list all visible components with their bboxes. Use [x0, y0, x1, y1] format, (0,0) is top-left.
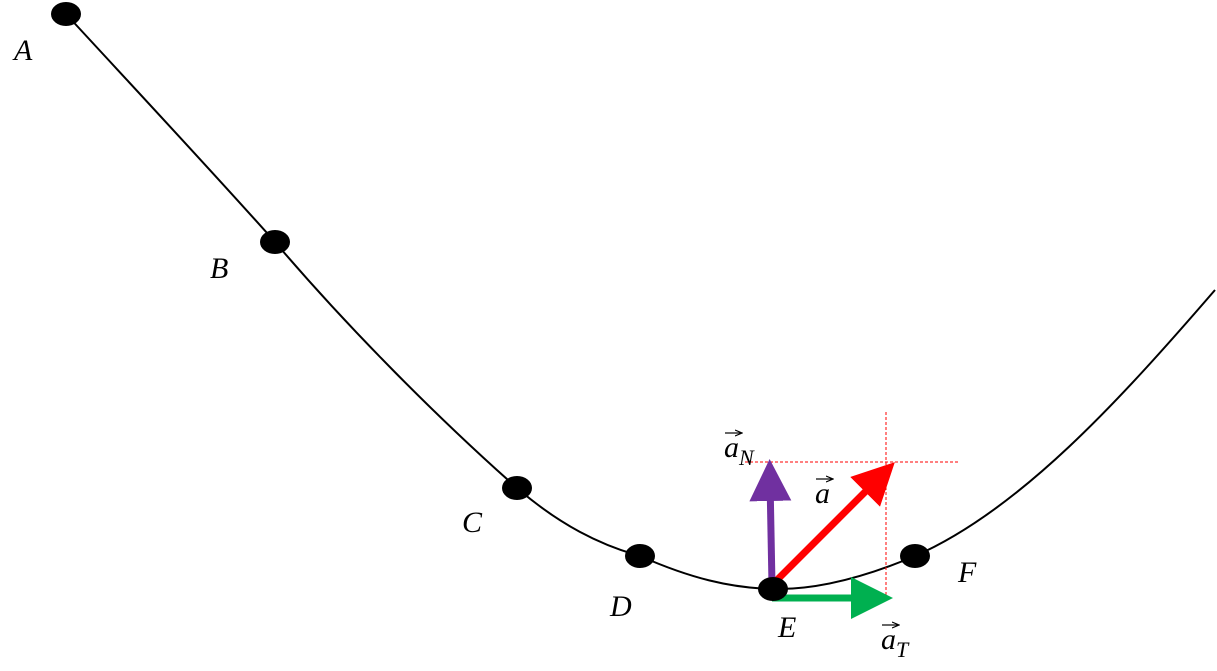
- vector-arrow-marks: [725, 433, 898, 625]
- vector-symbol: a: [815, 477, 830, 510]
- vector-symbol: a: [881, 623, 896, 656]
- vector-symbol: a: [724, 431, 739, 464]
- acceleration-arrow: [769, 462, 895, 588]
- vector-subscript: T: [896, 637, 910, 662]
- trajectory: [65, 13, 1216, 591]
- vector-label: aT: [881, 623, 910, 662]
- point-label: E: [777, 611, 796, 644]
- point-label: B: [210, 252, 228, 285]
- vector-label: a: [815, 477, 830, 510]
- vector-subscript: N: [738, 445, 755, 470]
- point-label: F: [957, 556, 977, 589]
- point-label: C: [462, 506, 483, 539]
- point-markers: [51, 2, 930, 601]
- vector-label: aN: [724, 431, 755, 470]
- point-label: D: [609, 590, 632, 623]
- point-label: A: [12, 34, 33, 67]
- normal-acceleration-arrow: [749, 459, 792, 586]
